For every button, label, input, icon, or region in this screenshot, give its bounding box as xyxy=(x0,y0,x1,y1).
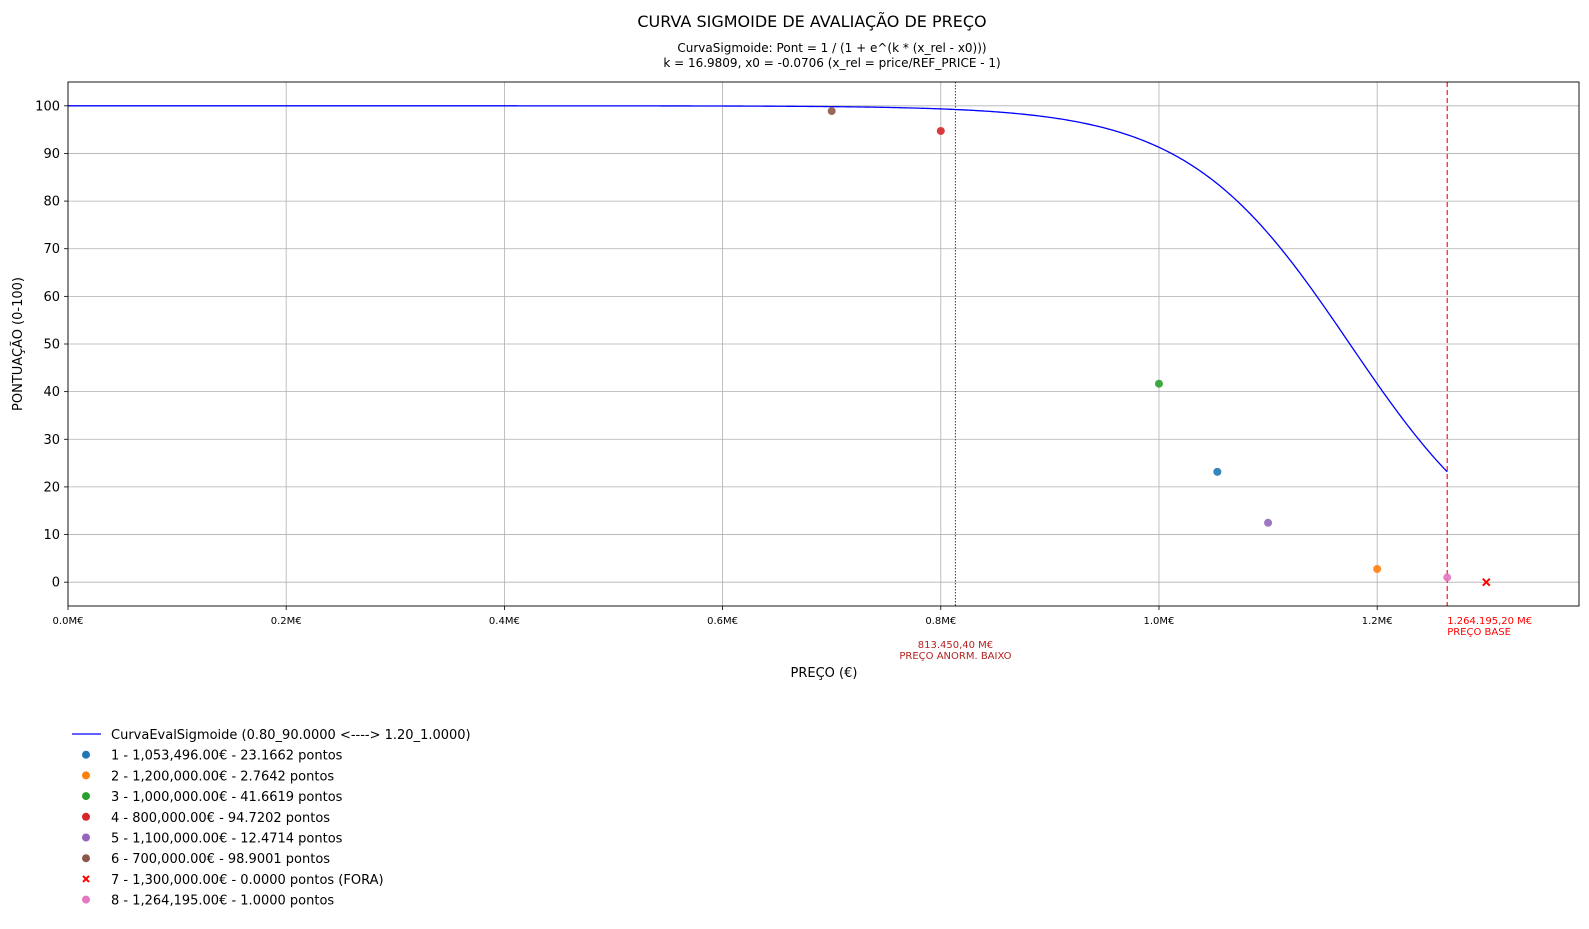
data-point-1 xyxy=(1213,467,1222,476)
y-tick-label: 100 xyxy=(35,99,60,114)
legend-label-4: 4 - 800,000.00€ - 94.7202 pontos xyxy=(111,811,330,826)
legend-swatch-3 xyxy=(82,792,90,801)
y-tick-label: 40 xyxy=(43,385,60,400)
data-point-2 xyxy=(1373,565,1382,574)
legend-swatch-1 xyxy=(82,750,90,759)
y-tick-label: 90 xyxy=(43,147,60,162)
legend-swatch-5 xyxy=(82,833,90,842)
x-tick-label: 0.0M€ xyxy=(53,616,84,627)
anormal-low-label-1: 813.450,40 M€ xyxy=(918,640,993,651)
y-tick-label: 20 xyxy=(43,480,60,495)
y-tick-label: 60 xyxy=(43,290,60,305)
chart-subtitle-line-2: k = 16.9809, x0 = -0.0706 (x_rel = price… xyxy=(663,56,1000,70)
legend-label-1: 1 - 1,053,496.00€ - 23.1662 pontos xyxy=(111,749,343,764)
data-point-5 xyxy=(1264,518,1273,527)
data-point-6 xyxy=(827,107,836,116)
x-tick-label: 1.2M€ xyxy=(1362,616,1393,627)
data-points xyxy=(827,107,1491,587)
legend-swatch-7 xyxy=(82,875,90,883)
data-point-7 xyxy=(1482,577,1491,587)
base-price-label-1: 1.264.195,20 M€ xyxy=(1447,616,1532,627)
x-tick-label: 0.6M€ xyxy=(707,616,738,627)
sigmoid-curve xyxy=(68,105,1448,473)
point-x-stroke xyxy=(1482,577,1491,587)
y-axis: 0 10 20 30 40 50 60 70 80 90 100 xyxy=(35,99,68,591)
legend-label-7: 7 - 1,300,000.00€ - 0.0000 pontos (FORA) xyxy=(111,873,384,888)
chart-title: CURVA SIGMOIDE DE AVALIAÇÃO DE PREÇO xyxy=(637,12,986,31)
x-tick-label: 1.0M€ xyxy=(1144,616,1175,627)
x-axis: 0.0M€ 0.2M€ 0.4M€ 0.6M€ 0.8M€ 1.0M€ 1.2M€ xyxy=(53,606,1393,627)
legend-label-3: 3 - 1,000,000.00€ - 41.6619 pontos xyxy=(111,790,343,805)
data-point-3 xyxy=(1154,379,1163,388)
legend-swatch-8 xyxy=(82,895,90,904)
chart-subtitle-line-1: CurvaSigmoide: Pont = 1 / (1 + e^(k * (x… xyxy=(677,41,986,55)
plot-frame xyxy=(67,81,1580,607)
legend: CurvaEvalSigmoide (0.80_90.0000 <----> 1… xyxy=(72,728,471,909)
x-tick-label: 0.4M€ xyxy=(489,616,520,627)
plot-area xyxy=(68,82,1491,606)
legend-swatch-2 xyxy=(82,771,90,780)
legend-label-6: 6 - 700,000.00€ - 98.9001 pontos xyxy=(111,852,330,867)
y-axis-label: PONTUAÇÃO (0-100) xyxy=(10,277,26,411)
grid xyxy=(67,82,1579,606)
reference-labels: 813.450,40 M€PREÇO ANORM. BAIXO 1.264.195… xyxy=(899,616,1532,662)
legend-label-2: 2 - 1,200,000.00€ - 2.7642 pontos xyxy=(111,769,334,784)
y-tick-label: 30 xyxy=(43,433,60,448)
data-point-4 xyxy=(936,126,945,135)
legend-label-8: 8 - 1,264,195.00€ - 1.0000 pontos xyxy=(111,894,334,909)
y-tick-label: 70 xyxy=(43,242,60,257)
y-tick-label: 10 xyxy=(43,528,60,543)
base-price-label-2: PREÇO BASE xyxy=(1447,627,1511,638)
legend-x-stroke xyxy=(82,875,90,883)
legend-curve-label: CurvaEvalSigmoide (0.80_90.0000 <----> 1… xyxy=(111,728,471,743)
anormal-low-label-2: PREÇO ANORM. BAIXO xyxy=(899,651,1011,662)
legend-swatch-6 xyxy=(82,854,90,863)
y-tick-label: 0 xyxy=(52,576,60,591)
y-tick-label: 80 xyxy=(43,195,60,210)
x-tick-label: 0.8M€ xyxy=(925,616,956,627)
y-tick-label: 50 xyxy=(43,338,60,353)
reference-lines xyxy=(954,82,1448,606)
x-axis-label: PREÇO (€) xyxy=(791,666,858,681)
legend-label-5: 5 - 1,100,000.00€ - 12.4714 pontos xyxy=(111,832,343,847)
legend-swatch-4 xyxy=(82,812,90,821)
data-point-8 xyxy=(1443,573,1452,582)
x-tick-label: 0.2M€ xyxy=(271,616,302,627)
